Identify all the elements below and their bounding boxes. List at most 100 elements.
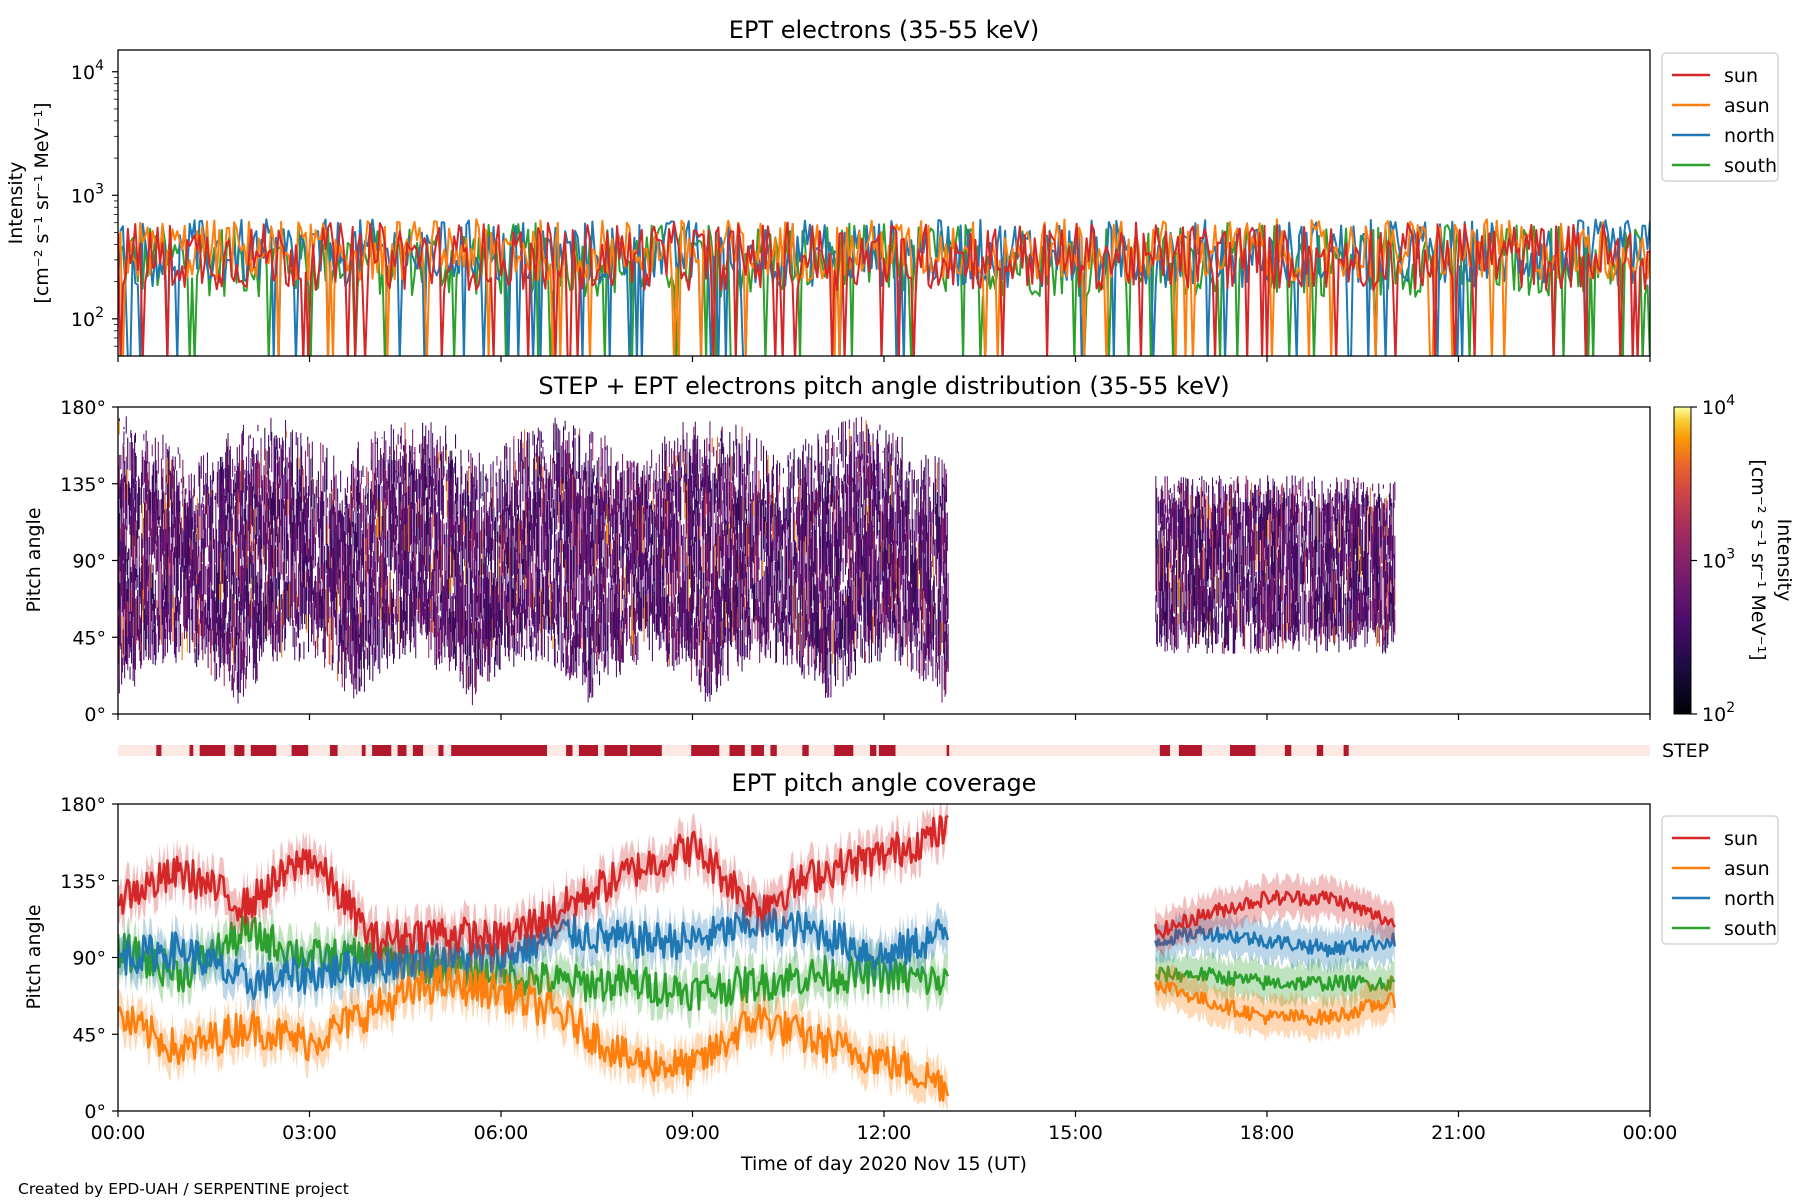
panel1-title: EPT electrons (35-55 keV) — [729, 16, 1039, 44]
x-tick-label: 03:00 — [282, 1122, 337, 1144]
x-tick-label: 00:00 — [91, 1122, 146, 1144]
step-bar — [234, 745, 245, 756]
panel2-xaxis — [117, 714, 1651, 720]
step-bar — [878, 745, 896, 756]
colorbar-tick-label: 104 — [1702, 393, 1735, 419]
panel1-yaxis: 102 103 104 — [71, 58, 118, 347]
series-line-south — [118, 222, 1650, 356]
legend-label-north: north — [1724, 888, 1775, 910]
panel1-series — [118, 218, 1650, 356]
step-bar — [451, 745, 547, 756]
step-bar — [691, 745, 720, 756]
series-line-sun — [118, 814, 949, 960]
step-bar — [329, 745, 338, 756]
step-bar — [1178, 745, 1202, 756]
panel1-xaxis — [117, 356, 1651, 362]
step-label: STEP — [1662, 740, 1709, 762]
colorbar-unit: [cm⁻² s⁻¹ sr⁻¹ MeV⁻¹] — [1747, 459, 1769, 660]
series-band-sun — [118, 804, 948, 977]
x-tick-label: 06:00 — [474, 1122, 529, 1144]
x-tick-label: 18:00 — [1240, 1122, 1295, 1144]
y-tick-label: 180° — [60, 794, 106, 816]
y-tick-label: 135° — [60, 474, 106, 496]
step-bar — [1316, 745, 1324, 756]
step-bar — [156, 745, 162, 756]
step-bar — [189, 745, 194, 756]
colorbar: 102 103 104 Intensity [cm⁻² s⁻¹ sr⁻¹ MeV⁻¹… — [1673, 393, 1795, 726]
panel1-legend: sun asun north south — [1661, 52, 1779, 182]
y-tick-label: 45° — [72, 1024, 106, 1046]
legend-box — [1661, 815, 1779, 945]
panel4-yaxis: 0° 45° 90° 135° 180° — [60, 794, 118, 1123]
panel2-yaxis: 0° 45° 90° 135° 180° — [60, 397, 118, 726]
panel-pitch-angle-coverage: EPT pitch angle coverage 0° 45° 90° 135° 180… — [23, 769, 1779, 1175]
series-band-south — [1155, 948, 1395, 1010]
x-tick-label: 12:00 — [857, 1122, 912, 1144]
step-bar — [372, 745, 392, 756]
step-bar — [946, 745, 950, 756]
y-tick-label: 45° — [72, 627, 106, 649]
step-bar — [412, 745, 424, 756]
step-bar — [578, 745, 598, 756]
panel4-title: EPT pitch angle coverage — [732, 769, 1037, 797]
series-band-asun — [1155, 962, 1395, 1044]
step-bar — [566, 745, 573, 756]
panel1-ylabel-unit: [cm⁻² s⁻¹ sr⁻¹ MeV⁻¹] — [31, 102, 53, 303]
colorbar-label: Intensity — [1773, 519, 1795, 602]
panel2-heatmap — [118, 416, 1396, 706]
y-tick-label: 90° — [72, 948, 106, 970]
credit-text: Created by EPD-UAH / SERPENTINE project — [18, 1180, 349, 1198]
panel-pitch-angle-distribution: STEP + EPT electrons pitch angle distrib… — [23, 372, 1795, 726]
step-bar — [291, 745, 309, 756]
series-line-north — [1154, 925, 1396, 958]
step-bar — [250, 745, 277, 756]
panel4-xaxis: 00:00 03:00 06:00 09:00 12:00 15:00 18:00 21:00… — [91, 1111, 1677, 1144]
step-bar — [729, 745, 745, 756]
step-bar — [1230, 745, 1256, 756]
step-bar — [751, 745, 764, 756]
series-line-asun — [118, 964, 950, 1102]
y-tick-label: 90° — [72, 551, 106, 573]
step-bar — [199, 745, 226, 756]
panel4-series — [118, 804, 1396, 1111]
panel-step-coverage: STEP — [118, 740, 1709, 762]
legend-label-sun: sun — [1724, 828, 1758, 850]
step-bar — [834, 745, 854, 756]
y-tick-label: 0° — [84, 1101, 106, 1123]
step-bar — [770, 745, 777, 756]
step-bar — [397, 745, 407, 756]
step-bar — [1159, 745, 1170, 756]
series-line-south — [1154, 965, 1396, 992]
x-tick-label: 09:00 — [665, 1122, 720, 1144]
series-line-asun — [1154, 980, 1396, 1027]
y-tick-label: 135° — [60, 871, 106, 893]
series-line-south — [118, 915, 950, 1012]
legend-label-asun: asun — [1724, 858, 1770, 880]
colorbar-gradient — [1673, 406, 1692, 715]
panel1-ylabel: Intensity — [5, 162, 27, 245]
panel4-legend: sun asun north south — [1661, 815, 1779, 945]
legend-label-asun: asun — [1724, 95, 1770, 117]
panel4-xlabel: Time of day 2020 Nov 15 (UT) — [740, 1153, 1027, 1175]
step-bar — [438, 745, 444, 756]
colorbar-tick-label: 103 — [1702, 547, 1735, 573]
step-bar — [361, 745, 366, 756]
legend-label-south: south — [1724, 155, 1777, 177]
panel1-frame — [117, 49, 1651, 357]
panel2-ylabel: Pitch angle — [23, 507, 45, 612]
step-bar — [604, 745, 628, 756]
legend-label-south: south — [1724, 918, 1777, 940]
y-tick-label: 102 — [71, 305, 104, 331]
x-tick-label: 15:00 — [1048, 1122, 1103, 1144]
step-bar — [802, 745, 809, 756]
colorbar-ticks: 102 103 104 — [1691, 393, 1735, 726]
panel2-title: STEP + EPT electrons pitch angle distrib… — [538, 372, 1229, 400]
series-band-sun — [1155, 872, 1395, 957]
x-tick-label: 21:00 — [1431, 1122, 1486, 1144]
y-tick-label: 103 — [71, 181, 104, 207]
panel4-ylabel: Pitch angle — [23, 904, 45, 1009]
step-bar — [870, 745, 877, 756]
series-line-sun — [1154, 889, 1396, 939]
y-tick-label: 0° — [84, 704, 106, 726]
